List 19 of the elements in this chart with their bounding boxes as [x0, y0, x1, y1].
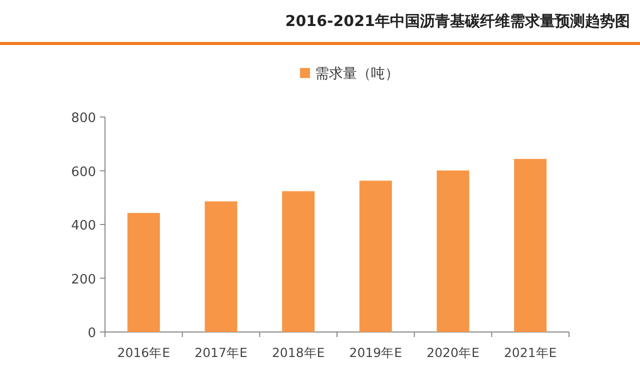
y-tick-label: 800: [71, 111, 96, 126]
bar: [127, 212, 160, 332]
y-tick-label: 200: [71, 272, 96, 288]
bar: [436, 170, 470, 332]
x-tick-label: 2021年E: [504, 345, 557, 360]
y-tick-label: 600: [71, 164, 96, 180]
x-tick-label: 2018年E: [272, 345, 325, 360]
x-tick-label: 2016年E: [117, 345, 170, 360]
bar: [514, 158, 547, 332]
x-tick-label: 2017年E: [194, 345, 248, 360]
x-tick-label: 2020年E: [426, 345, 480, 360]
bar: [204, 201, 238, 332]
x-tick-label: 2019年E: [349, 345, 402, 360]
y-tick-label: 0: [88, 326, 96, 341]
legend-label: 需求量（吨）: [315, 66, 399, 82]
bar: [359, 180, 392, 332]
bar: [282, 191, 315, 332]
chart-title: 2016-2021年中国沥青基碳纤维需求量预测趋势图: [285, 12, 630, 30]
y-tick-label: 400: [71, 218, 96, 234]
